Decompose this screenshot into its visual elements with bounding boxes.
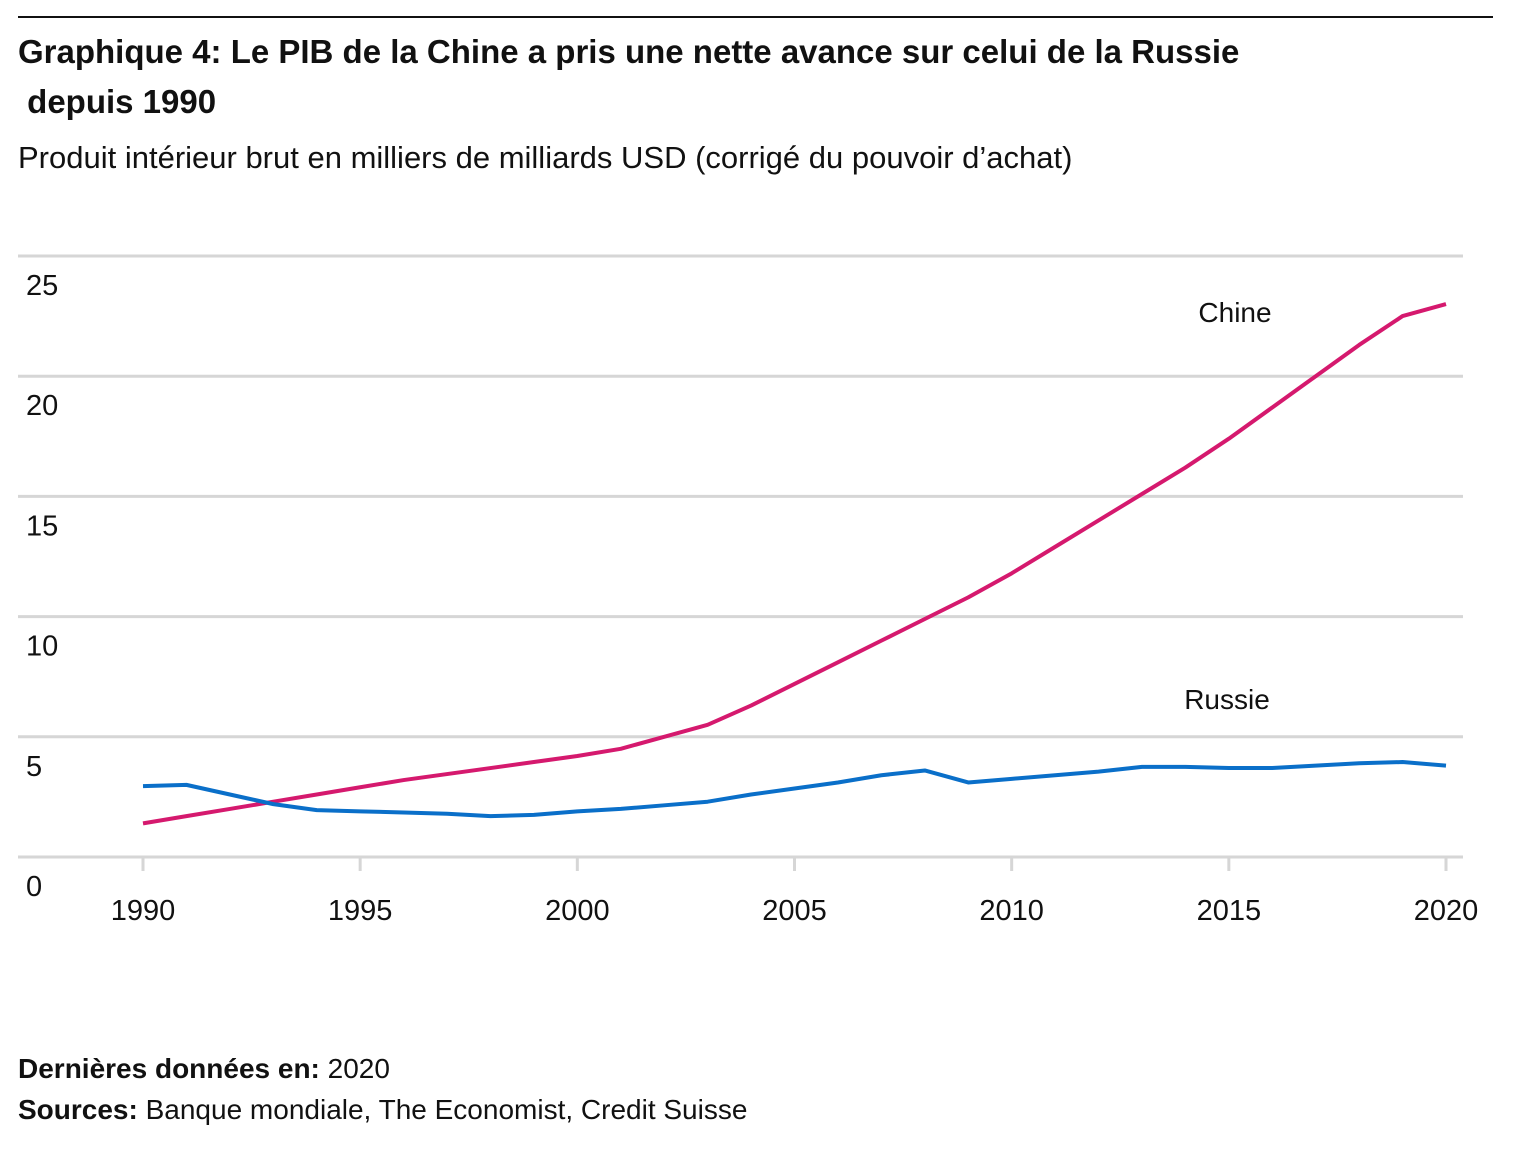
series-line bbox=[142, 302, 1447, 826]
footer-sources-label: Sources: bbox=[18, 1094, 138, 1125]
y-tick-label: 10 bbox=[26, 631, 58, 663]
title-line: depuis 1990 bbox=[18, 83, 216, 120]
y-tick-label: 0 bbox=[26, 871, 42, 903]
series-label: Chine bbox=[1198, 297, 1271, 328]
chart-title: Graphique 4: Le PIB de la Chine a pris u… bbox=[18, 33, 1239, 120]
chart-subtitle: Produit intérieur brut en milliers de mi… bbox=[18, 140, 1072, 175]
footer-latest-value: 2020 bbox=[328, 1053, 390, 1084]
y-tick-label: 5 bbox=[26, 751, 42, 783]
footer-sources-text: Banque mondiale, The Economist, Credit S… bbox=[146, 1094, 748, 1125]
x-tick-label: 2005 bbox=[762, 895, 827, 927]
series-line bbox=[142, 760, 1447, 819]
y-tick-label: 15 bbox=[26, 510, 58, 542]
y-tick-label: 20 bbox=[26, 390, 58, 422]
footer-latest: Dernières données en: 2020 bbox=[18, 1053, 390, 1084]
x-tick-label: 2000 bbox=[545, 895, 610, 927]
x-tick-label: 2010 bbox=[979, 895, 1044, 927]
x-tick-label: 1995 bbox=[328, 895, 393, 927]
y-tick-label: 25 bbox=[26, 270, 58, 302]
series-label: Russie bbox=[1184, 684, 1270, 715]
footer-latest-label: Dernières données en: bbox=[18, 1053, 320, 1084]
title-line: Graphique 4: Le PIB de la Chine a pris u… bbox=[18, 33, 1239, 70]
x-tick-label: 2015 bbox=[1197, 895, 1262, 927]
footer-sources: Sources: Banque mondiale, The Economist,… bbox=[18, 1094, 747, 1125]
x-tick-label: 1990 bbox=[111, 895, 176, 927]
x-tick-label: 2020 bbox=[1414, 895, 1479, 927]
